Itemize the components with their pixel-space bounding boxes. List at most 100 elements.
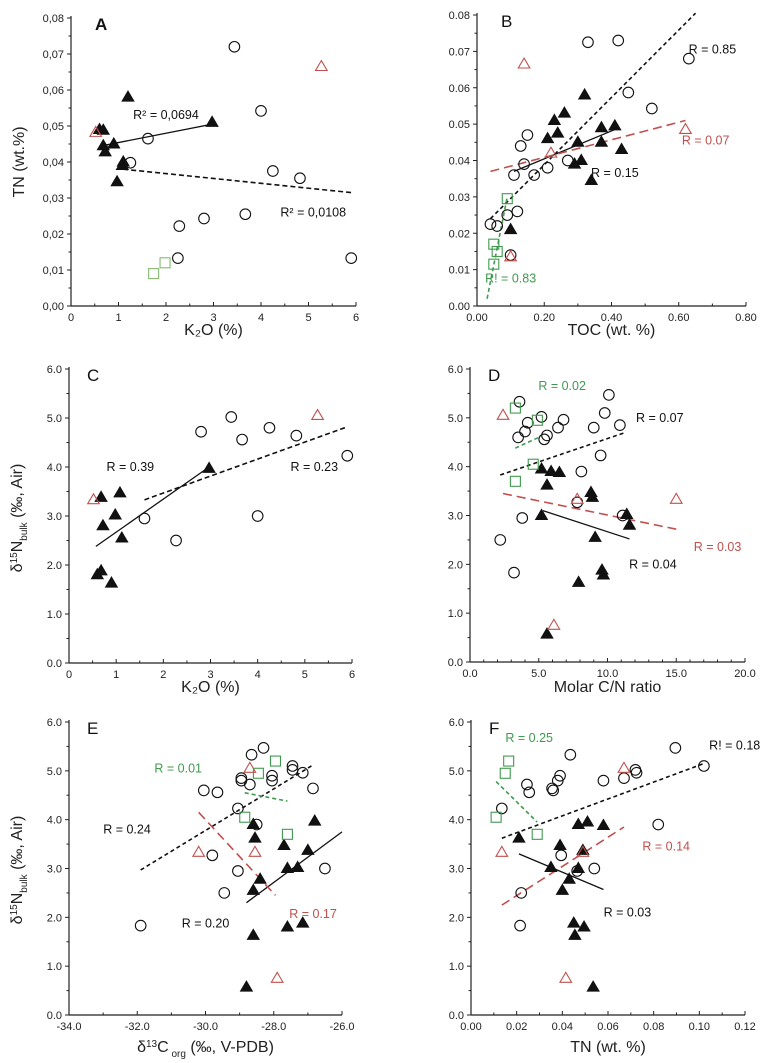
x-tick-label: 0.12 <box>734 1021 755 1033</box>
r-value-label: R = 0.14 <box>642 840 690 854</box>
data-point-triangle-filled <box>205 115 219 127</box>
x-tick-label: -34.0 <box>56 1021 81 1033</box>
data-point-circle-open <box>582 36 594 49</box>
data-point-square-open <box>239 811 251 823</box>
data-point-circle-open <box>211 786 224 799</box>
data-point-triangle-open <box>544 146 558 158</box>
panel-letter: E <box>87 719 98 738</box>
data-point-circle-open <box>552 421 564 434</box>
data-point-circle-open <box>195 425 207 438</box>
x-axis-title: δ13C org (‰, V-PDB) <box>137 1039 274 1060</box>
r-value-label: R = 0.23 <box>290 460 338 474</box>
data-point-triangle-open <box>191 845 206 857</box>
data-point-circle-open <box>541 429 553 442</box>
data-point-circle-open <box>267 165 279 177</box>
data-point-triangle-filled <box>577 920 591 932</box>
regression-line-black <box>513 128 616 173</box>
y-tick-label: 4.0 <box>47 815 62 827</box>
y-tick-label: 0,07 <box>43 49 64 61</box>
y-tick-label: 0.04 <box>449 156 470 168</box>
data-point-triangle-open <box>86 492 101 505</box>
data-point-circle-open <box>594 449 607 462</box>
regression-line-black <box>101 123 213 147</box>
regression-line-black <box>542 509 630 540</box>
data-point-triangle-filled <box>301 843 315 855</box>
data-point-circle-open <box>612 34 625 47</box>
data-point-circle-open <box>508 169 520 181</box>
data-point-triangle-open <box>310 408 325 421</box>
data-point-circle-open <box>575 465 588 478</box>
y-tick-label: 5.0 <box>47 413 62 425</box>
data-point-square-open <box>531 828 543 840</box>
data-point-triangle-filled <box>557 106 572 118</box>
data-point-circle-open <box>669 742 682 754</box>
y-tick-label: 3.0 <box>47 511 62 523</box>
data-point-circle-open <box>495 802 508 815</box>
x-axis-title: TOC (wt. %) <box>568 322 656 339</box>
data-point-circle-open <box>232 802 244 815</box>
data-point-circle-open <box>173 220 186 232</box>
data-point-square-open <box>252 767 264 779</box>
x-tick-label: 2 <box>163 312 169 324</box>
data-point-triangle-filled <box>503 222 518 235</box>
y-tick-label: 0.01 <box>449 265 470 277</box>
data-point-triangle-filled <box>586 980 600 992</box>
data-point-circle-open <box>198 212 210 225</box>
data-point-triangle-filled <box>202 461 216 473</box>
panel-letter: F <box>489 719 499 738</box>
data-point-circle-open <box>286 760 299 772</box>
data-point-circle-open <box>170 534 182 547</box>
data-point-circle-open <box>511 205 524 218</box>
x-tick-label: 2 <box>160 669 166 681</box>
y-tick-label: 0.0 <box>448 657 463 669</box>
data-point-square-open <box>148 268 160 280</box>
data-point-circle-open <box>124 156 137 169</box>
data-point-circle-open <box>515 887 528 899</box>
y-tick-label: 0,03 <box>43 193 64 205</box>
data-point-circle-open <box>508 566 520 579</box>
data-point-triangle-filled <box>108 507 122 520</box>
regression-line-black <box>123 168 352 194</box>
data-point-triangle-filled <box>307 814 322 826</box>
regression-line-red <box>490 119 686 173</box>
x-tick-label: 0.06 <box>597 1021 618 1033</box>
y-axis-title: δ15Nbulk (‰, Air) <box>9 816 30 925</box>
y-tick-label: 2.0 <box>47 912 62 924</box>
regression-line-red <box>198 811 277 896</box>
data-point-triangle-filled <box>121 90 135 102</box>
data-point-circle-open <box>206 849 219 862</box>
data-point-square-open <box>488 258 500 270</box>
data-point-circle-open <box>484 218 497 231</box>
data-point-triangle-filled <box>96 518 110 531</box>
data-point-triangle-filled <box>571 135 585 147</box>
panel-b: 0.00 0.20 0.40 0.60 0.80 0.00 0.01 0.02 0.03 0.04… <box>449 10 757 339</box>
data-point-circle-open <box>294 172 306 185</box>
data-point-circle-open <box>538 433 551 446</box>
y-tick-label: 0.0 <box>47 658 62 670</box>
r-value-label: R = 0.03 <box>604 905 652 919</box>
data-point-triangle-filled <box>552 465 567 477</box>
y-tick-label: 1.0 <box>449 961 464 973</box>
panel-letter: B <box>501 12 512 31</box>
data-point-triangle-filled <box>574 153 588 165</box>
data-point-circle-open <box>236 433 248 446</box>
regression-line-green <box>495 781 538 823</box>
y-tick-label: 1.0 <box>47 961 62 973</box>
data-point-triangle-filled <box>571 817 586 830</box>
y-tick-label: 3.0 <box>449 864 464 876</box>
data-point-circle-open <box>698 760 710 772</box>
y-tick-label: 0.00 <box>449 301 470 313</box>
y-tick-label: 6.0 <box>448 364 463 376</box>
data-point-triangle-filled <box>106 136 121 149</box>
data-point-circle-open <box>225 411 238 423</box>
x-tick-label: 5 <box>302 669 308 681</box>
data-point-square-open <box>509 475 521 487</box>
data-point-circle-open <box>541 161 554 174</box>
y-axis-title: δ15Nbulk (‰, Air) <box>9 464 30 573</box>
data-point-triangle-filled <box>534 462 549 474</box>
r-value-label: R = 0.15 <box>591 166 639 180</box>
data-point-circle-open <box>521 129 534 141</box>
r-value-label: R = 0.39 <box>107 460 155 474</box>
x-tick-label: 0.10 <box>689 1021 710 1033</box>
